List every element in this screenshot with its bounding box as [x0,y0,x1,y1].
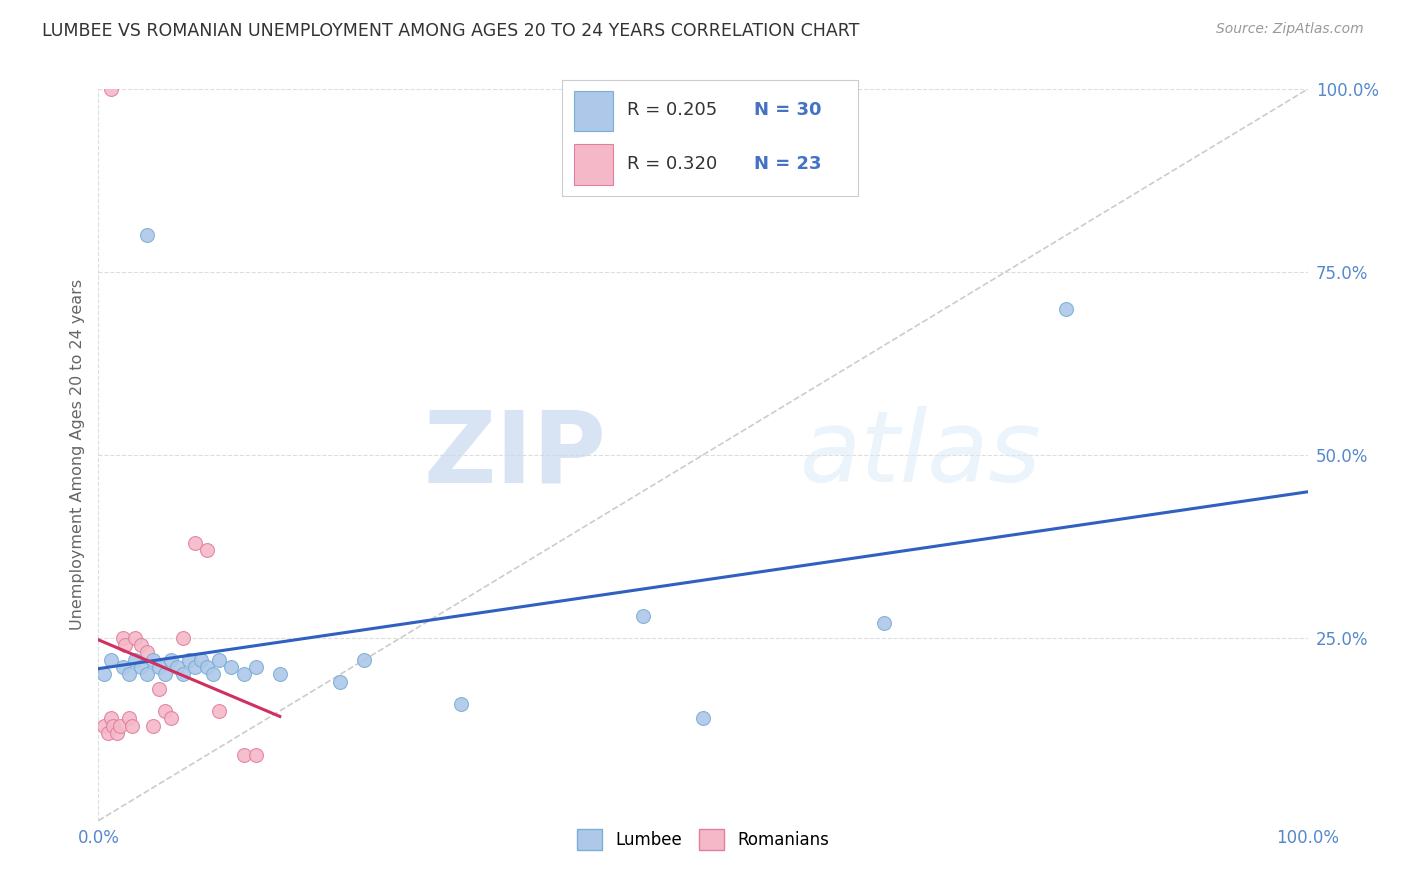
Point [195,660,218,674]
Point [100,711,122,725]
Point [124,631,146,645]
Point [208,704,231,718]
Point [208,653,231,667]
Point [114,638,136,652]
Y-axis label: Unemployment Among Ages 20 to 24 years: Unemployment Among Ages 20 to 24 years [69,279,84,631]
Point [111,631,134,645]
Point [100,653,122,667]
Point [135,228,157,243]
Point [221,660,243,674]
Text: Source: ZipAtlas.com: Source: ZipAtlas.com [1216,22,1364,37]
Point [160,711,183,725]
Point [184,535,207,549]
Text: N = 23: N = 23 [754,155,823,173]
Text: atlas: atlas [800,407,1042,503]
Point [142,718,165,732]
Point [450,697,472,711]
Point [172,631,194,645]
Point [121,718,143,732]
Point [148,660,170,674]
Point [108,718,131,732]
Point [153,667,176,681]
Point [232,667,254,681]
Text: ZIP: ZIP [423,407,606,503]
Point [195,543,218,558]
Legend: Lumbee, Romanians: Lumbee, Romanians [571,822,835,856]
Point [245,660,267,674]
Point [1054,301,1077,316]
Point [101,718,124,732]
Point [631,608,654,623]
Point [93,718,115,732]
Point [124,653,146,667]
Point [111,660,134,674]
Text: N = 30: N = 30 [754,102,823,120]
Point [873,616,896,631]
Point [232,747,254,762]
Point [118,711,141,725]
Point [129,638,152,652]
Point [269,667,291,681]
Text: R = 0.205: R = 0.205 [627,102,717,120]
Point [190,653,212,667]
Point [93,667,115,681]
Point [100,82,122,96]
Point [166,660,188,674]
Point [135,645,157,659]
FancyBboxPatch shape [574,91,613,131]
Point [179,653,201,667]
Point [129,660,152,674]
Point [153,704,176,718]
Point [118,667,141,681]
Point [172,667,194,681]
Point [245,747,267,762]
Point [148,681,170,696]
Point [184,660,207,674]
Point [97,726,120,740]
Point [160,653,183,667]
Point [142,653,165,667]
Point [105,726,128,740]
FancyBboxPatch shape [574,144,613,185]
Text: R = 0.320: R = 0.320 [627,155,717,173]
Point [202,667,225,681]
Point [135,667,157,681]
Point [353,653,375,667]
Point [692,711,714,725]
Text: LUMBEE VS ROMANIAN UNEMPLOYMENT AMONG AGES 20 TO 24 YEARS CORRELATION CHART: LUMBEE VS ROMANIAN UNEMPLOYMENT AMONG AG… [42,22,859,40]
Point [329,674,352,689]
